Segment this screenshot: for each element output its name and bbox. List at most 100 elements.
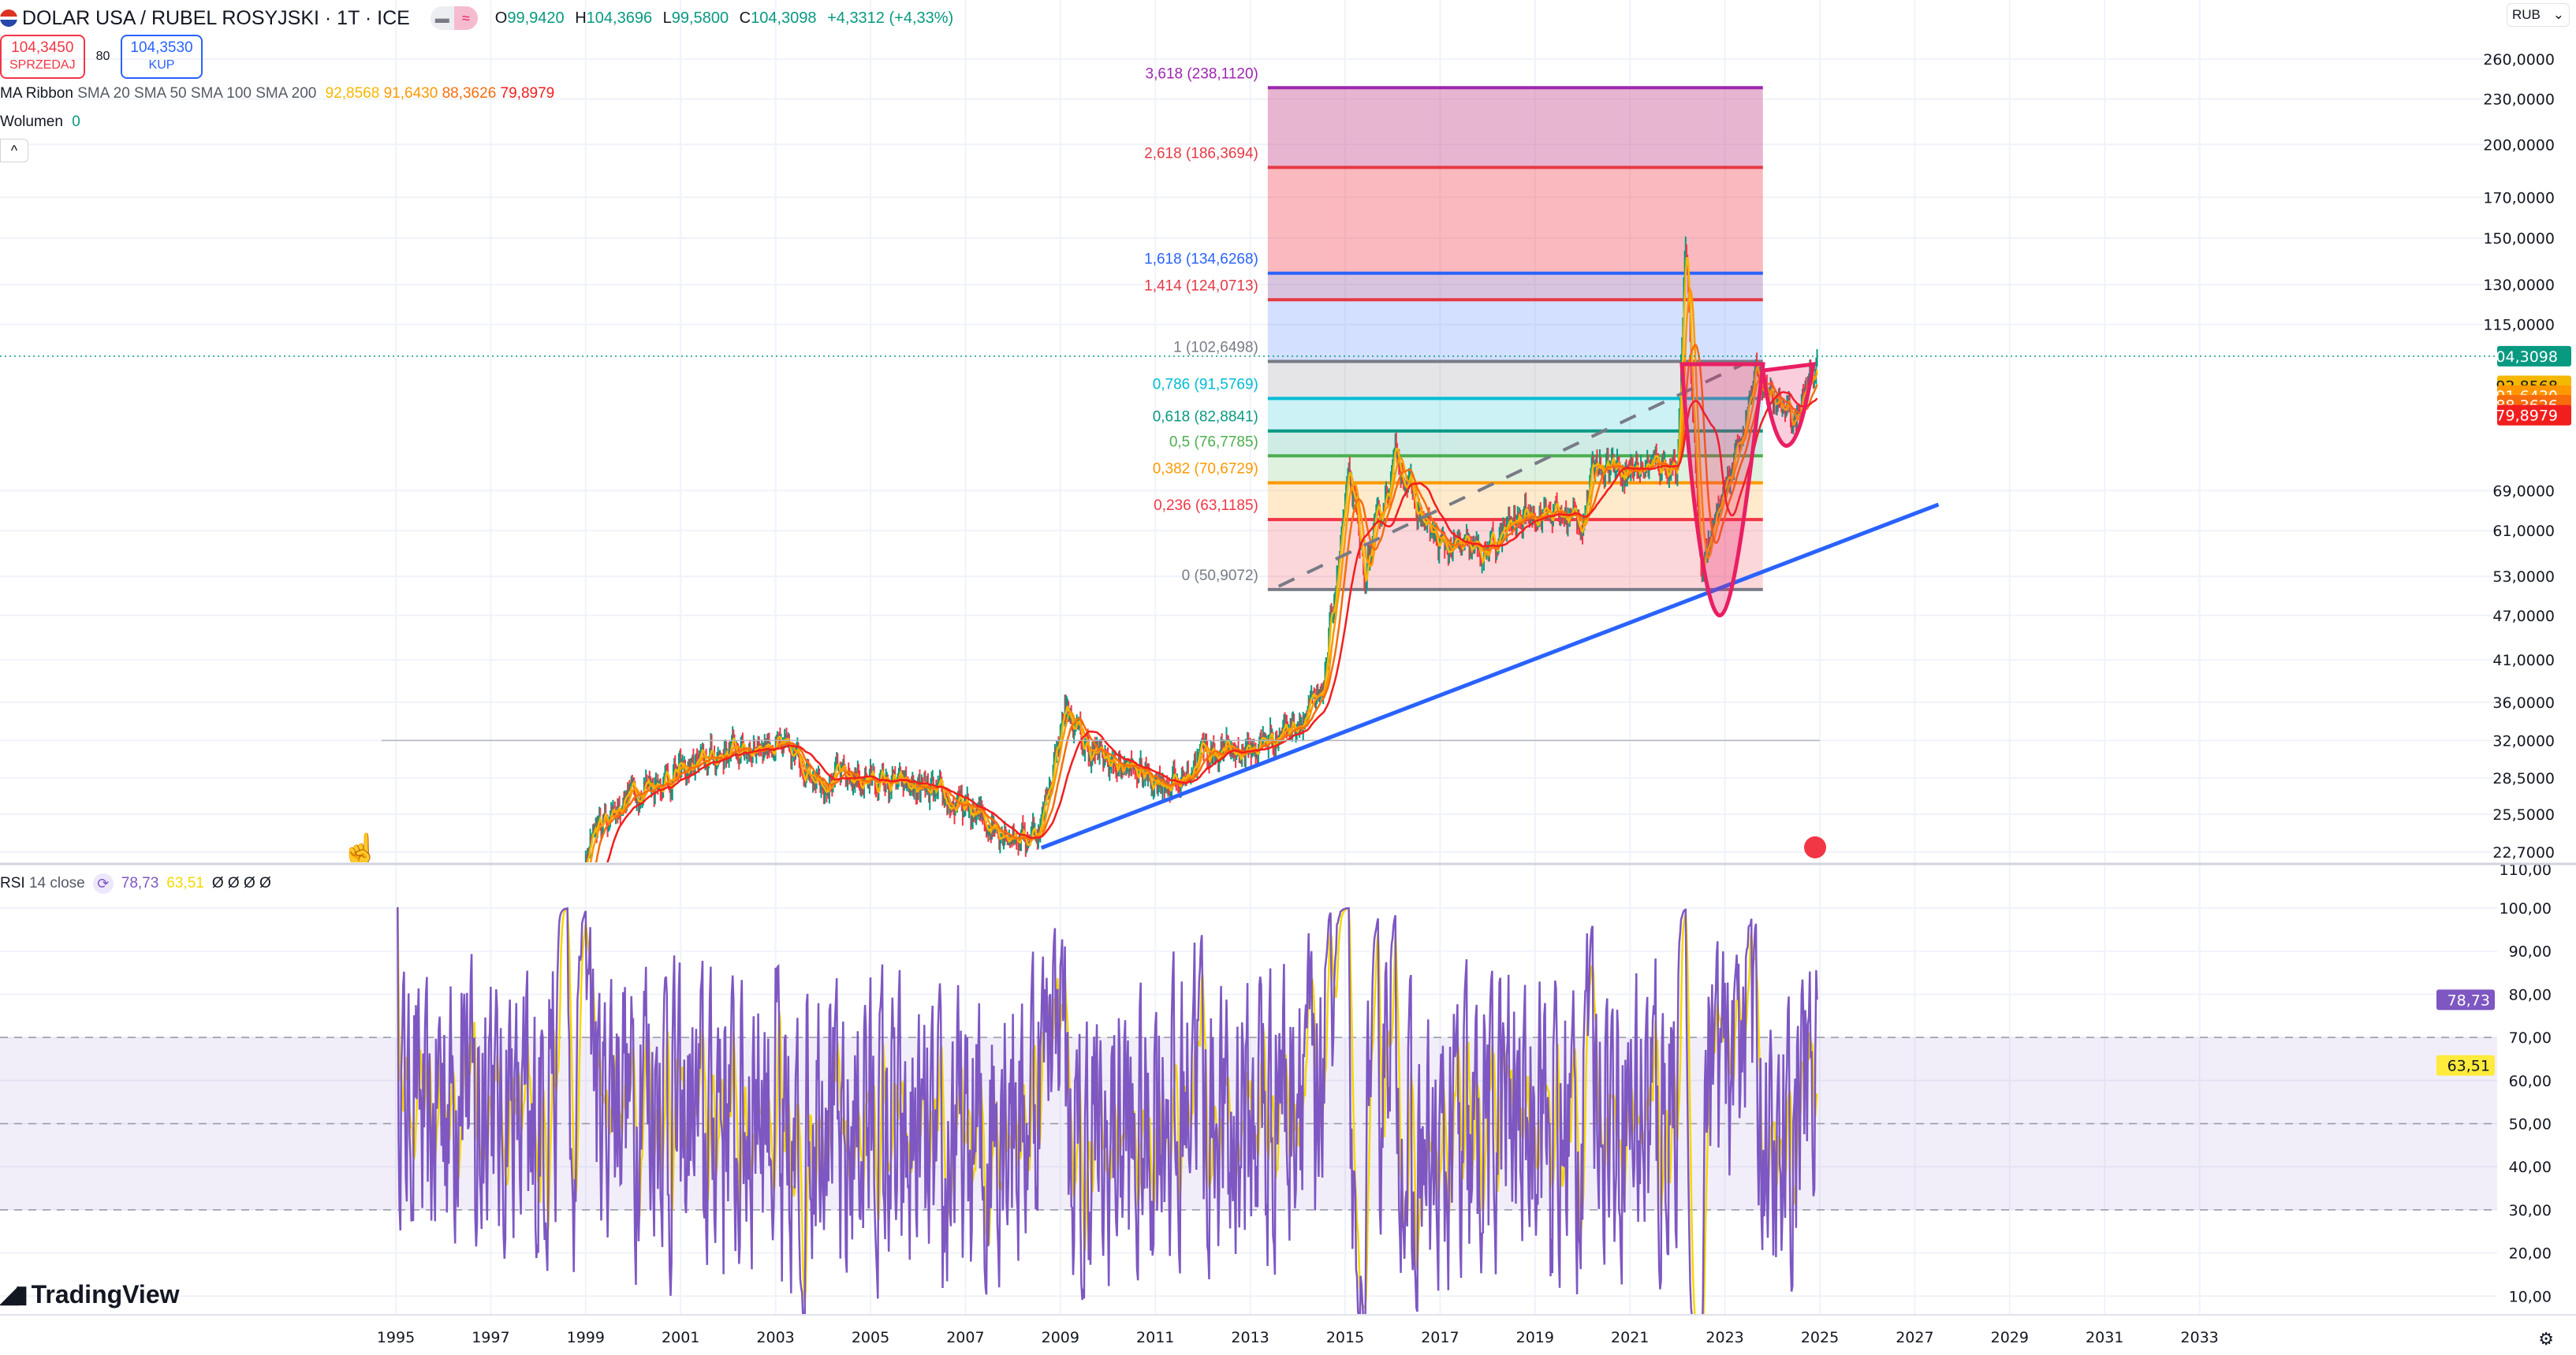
tradingview-logo[interactable]: ◢▮ TradingView	[0, 1280, 180, 1308]
drawings[interactable]: ☝	[0, 356, 2497, 869]
axes[interactable]: 260,0000 230,0000 200,0000 170,0000 150,0000…	[0, 51, 2576, 1346]
price-tick-label: 36,0000	[2492, 694, 2555, 712]
symbol-header: DOLAR USA / RUBEL ROSYJSKI · 1T · ICE ▬ ≈…	[0, 6, 960, 30]
time-tick-label: 2003	[756, 1329, 794, 1346]
price-tick-label: 25,5000	[2492, 806, 2555, 824]
buy-button[interactable]: 104,3530 KUP	[121, 35, 203, 79]
time-tick-label: 2025	[1801, 1329, 1839, 1346]
time-tick-label: 2005	[852, 1329, 889, 1346]
time-tick-label: 1995	[377, 1329, 415, 1346]
fib-zone	[1267, 300, 1763, 362]
price-axis-badge	[2497, 345, 2571, 367]
symbol-title[interactable]: DOLAR USA / RUBEL ROSYJSKI · 1T · ICE	[22, 6, 410, 29]
time-tick-label: 1997	[472, 1329, 509, 1346]
time-tick-label: 2023	[1706, 1329, 1743, 1346]
time-tick-label: 2015	[1326, 1329, 1364, 1346]
price-tick-label: 47,0000	[2492, 608, 2555, 625]
time-tick-label: 2027	[1896, 1329, 1933, 1346]
rsi-axis-badge	[2436, 1055, 2495, 1076]
ohlc-values: O99,9420 H104,3696 L99,5800 C104,3098 +4…	[494, 9, 954, 27]
rsi-line	[397, 906, 1818, 1314]
fib-level-label: 0,382 (70,6729)	[1153, 460, 1258, 477]
price-axis-badge-text: 104,3098	[2486, 348, 2558, 366]
time-tick-label: 2031	[2086, 1329, 2123, 1346]
rsi-tick-label: 70,00	[2509, 1029, 2552, 1047]
rsi-axis-badge-text: 78,73	[2447, 992, 2490, 1009]
rsi-legend[interactable]: RSI 14 close ⟳ 78,73 63,51 Ø Ø Ø Ø	[0, 873, 271, 894]
fib-level-label: 3,618 (238,1120)	[1146, 65, 1258, 82]
time-tick-label: 2013	[1231, 1329, 1269, 1346]
price-tick-label: 22,7000	[2492, 844, 2555, 862]
price-tick-label: 32,0000	[2492, 732, 2555, 750]
price-tick-label: 200,0000	[2483, 136, 2555, 154]
price-tick-label: 260,0000	[2483, 51, 2555, 69]
fib-level-label: 0,786 (91,5769)	[1153, 377, 1258, 393]
sma-line	[606, 391, 1818, 862]
cup-curve	[1679, 362, 1765, 618]
rsi-tick-label: 10,00	[2509, 1288, 2552, 1305]
time-tick-label: 2001	[662, 1329, 699, 1346]
delay-icon: ≈	[453, 6, 478, 30]
price-tick-label: 150,0000	[2483, 230, 2555, 248]
refresh-icon[interactable]: ⟳	[92, 873, 114, 894]
price-tick-label: 230,0000	[2483, 91, 2555, 109]
rsi-tick-label: 40,00	[2509, 1159, 2552, 1176]
time-tick-label: 2009	[1042, 1329, 1079, 1346]
fib-level-label: 1 (102,6498)	[1173, 339, 1258, 356]
fib-zone	[1267, 167, 1763, 274]
sma-line	[595, 344, 1818, 862]
trend-line	[1040, 502, 1940, 850]
price-tick-label: 53,0000	[2492, 568, 2555, 586]
time-tick-label: 2017	[1421, 1329, 1459, 1346]
rsi-tick-label: 20,00	[2509, 1245, 2552, 1263]
time-tick-label: 1999	[567, 1329, 605, 1346]
collapse-legend-button[interactable]: ^	[0, 139, 28, 162]
rsi-tick-label: 90,00	[2509, 944, 2552, 961]
rsi-tick-label: 60,00	[2509, 1073, 2552, 1090]
price-tick-label: 115,0000	[2483, 317, 2555, 334]
rsi-axis-badge-text: 63,51	[2447, 1058, 2490, 1075]
price-series	[584, 236, 1818, 862]
trade-buttons: 104,3450 SPRZEDAJ 80 104,3530 KUP	[0, 35, 203, 79]
volume-legend[interactable]: Wolumen 0	[0, 114, 80, 130]
fib-level-label: 0,618 (82,8841)	[1153, 409, 1258, 426]
time-tick-label: 2019	[1516, 1329, 1554, 1346]
time-tick-label: 2007	[946, 1329, 984, 1346]
price-change: +4,3312 (+4,33%)	[827, 9, 954, 27]
price-tick-label: 170,0000	[2483, 189, 2555, 207]
price-tick-label: 28,5000	[2492, 770, 2555, 787]
rsi-tick-label: 100,00	[2500, 900, 2552, 918]
chevron-down-icon: ⌄	[2552, 7, 2564, 22]
fib-level-label: 2,618 (186,3694)	[1144, 145, 1258, 162]
dashed-trend-line	[1277, 359, 1750, 588]
fib-level-label: 0,5 (76,7785)	[1169, 434, 1258, 450]
fib-zone	[1267, 273, 1763, 300]
sell-button[interactable]: 104,3450 SPRZEDAJ	[0, 35, 85, 79]
flag-icon	[0, 9, 17, 27]
rsi-tick-label: 30,00	[2509, 1202, 2552, 1219]
price-axis-badge	[2497, 404, 2571, 426]
settings-icon[interactable]: ⚙	[2538, 1329, 2554, 1349]
price-axis-badge-text: 79,8979	[2496, 408, 2558, 425]
time-tick-label: 2033	[2180, 1329, 2218, 1346]
price-tick-label: 130,0000	[2483, 277, 2555, 294]
fib-zone	[1267, 87, 1763, 168]
fib-level-label: 1,414 (124,0713)	[1144, 277, 1258, 294]
rsi-pane	[0, 906, 2497, 1314]
ma-ribbon-legend[interactable]: MA Ribbon SMA 20 SMA 50 SMA 100 SMA 200 …	[0, 85, 555, 102]
rsi-tick-label: 50,00	[2509, 1116, 2552, 1134]
fib-level-label: 0 (50,9072)	[1182, 568, 1258, 584]
spread: 80	[95, 50, 110, 63]
time-tick-label: 2011	[1136, 1329, 1174, 1346]
time-tick-label: 2029	[1991, 1329, 2029, 1346]
market-status[interactable]: ▬ ≈	[430, 6, 478, 30]
rsi-axis-badge	[2436, 989, 2495, 1011]
currency-select[interactable]: RUB ⌄	[2507, 3, 2570, 27]
fib-level-label: 1,618 (134,6268)	[1144, 251, 1258, 268]
rsi-tick-label: 110,00	[2500, 862, 2552, 879]
hand-cursor-icon: ☝	[341, 831, 380, 869]
tv-logo-icon: ◢▮	[0, 1282, 28, 1308]
flag-event-icon	[1804, 836, 1826, 858]
handle-curve	[1761, 362, 1817, 448]
